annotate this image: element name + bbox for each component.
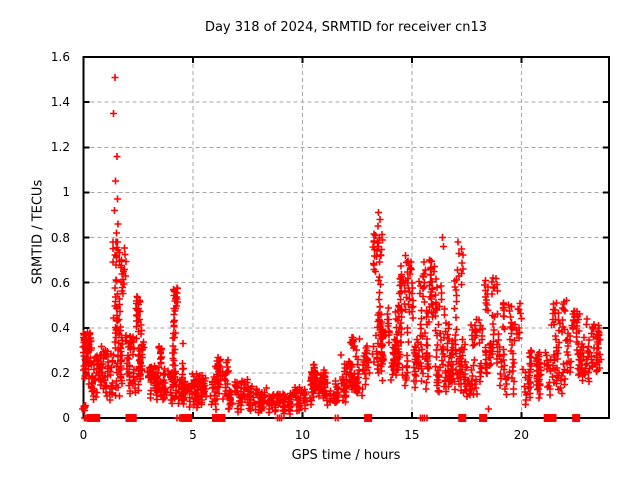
y-tick-label: 1.4 <box>50 95 70 110</box>
zero-square-marker <box>479 414 488 422</box>
x-tick-label: 5 <box>189 428 197 442</box>
x-tick-label: 15 <box>404 428 420 442</box>
x-axis-label: GPS time / hours <box>291 448 401 463</box>
x-tick-label: 10 <box>294 428 311 442</box>
zero-square-marker <box>184 414 193 422</box>
zero-square-marker <box>548 414 557 422</box>
y-tick-label: 1.2 <box>50 140 70 155</box>
zero-square-marker <box>458 414 467 422</box>
zero-square-marker <box>572 414 581 422</box>
x-tick-label: 20 <box>513 428 530 442</box>
zero-square-marker <box>92 414 101 422</box>
zero-square-marker <box>217 414 226 422</box>
x-tick-label: 0 <box>79 428 88 442</box>
zero-square-marker <box>211 414 220 422</box>
y-tick-label: 0 <box>62 411 70 425</box>
chart-title: Day 318 of 2024, SRMTID for receiver cn1… <box>204 20 488 35</box>
y-tick-label: 0.8 <box>50 230 70 245</box>
y-tick-label: 1.6 <box>50 50 70 64</box>
y-tick-label: 0.4 <box>50 320 70 335</box>
zero-square-marker <box>128 414 137 422</box>
y-tick-label: 1 <box>62 185 70 200</box>
zero-square-marker <box>543 414 552 422</box>
y-tick-label: 0.2 <box>50 365 70 380</box>
zero-square-marker <box>364 414 373 422</box>
y-tick-label: 0.6 <box>50 275 70 290</box>
